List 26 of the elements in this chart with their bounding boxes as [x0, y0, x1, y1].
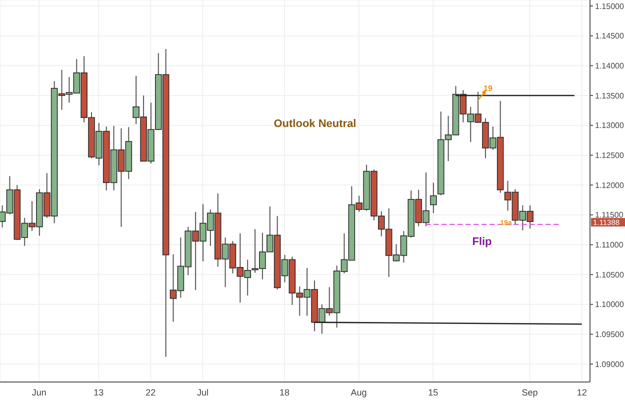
x-tick-label: 13: [94, 387, 104, 398]
y-tick-label: 1.14000: [595, 61, 624, 70]
x-tick-label: Sep: [522, 387, 538, 398]
y-tick-label: 1.10000: [595, 300, 624, 310]
y-tick-label: 1.13000: [595, 121, 624, 130]
y-tick-label: 1.11500: [595, 210, 624, 220]
x-tick-label: Jun: [32, 387, 46, 398]
y-tick-label: 1.09000: [595, 360, 624, 369]
x-tick-label: 22: [146, 387, 156, 398]
y-tick-label: 1.11000: [595, 240, 624, 250]
x-tick-label: Aug: [350, 387, 367, 398]
y-tick-label: 1.14500: [595, 32, 624, 41]
y-tick-label: 1.15000: [595, 2, 624, 11]
y-tick-label: 1.10500: [595, 270, 624, 280]
x-tick-label: 15: [428, 387, 438, 398]
annotation: 19: [484, 84, 493, 93]
y-tick-label: 1.12000: [595, 180, 624, 190]
x-tick-label: 18: [279, 387, 290, 398]
y-tick-label: 1.12500: [595, 151, 624, 160]
annotation: Flip: [472, 236, 492, 248]
y-tick-label: 1.13500: [595, 91, 624, 100]
annotation: Outlook Neutral: [274, 118, 356, 130]
x-tick-label: 12: [576, 387, 587, 398]
candlestick: [430, 182, 437, 214]
x-tick-label: Jul: [196, 387, 208, 398]
y-tick-label: 1.09500: [595, 330, 624, 340]
